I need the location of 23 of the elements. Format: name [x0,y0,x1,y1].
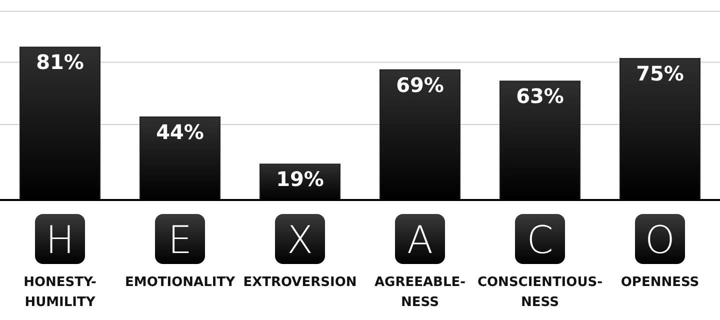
bar [620,58,700,200]
data-label: 75% [636,61,684,86]
letter-badge: O [635,214,685,264]
bar [380,69,460,200]
data-label: 19% [276,167,324,192]
letter-badge: C [515,214,565,264]
x-tick-label: AGREEABLE-NESS [374,275,466,310]
x-tick-label: HONESTY-HUMILITY [24,275,96,310]
letter-badge: H [35,214,85,264]
x-tick-label: EXTROVERSION [243,275,357,290]
data-label: 44% [156,120,204,144]
data-label: 69% [396,72,444,97]
data-label: 81% [36,50,84,74]
bar [500,80,580,200]
letter-badge: X [275,214,325,264]
x-tick-label: OPENNESS [620,275,700,290]
letter-badge: A [395,214,445,264]
x-tick-label: EMOTIONALITY [125,275,236,290]
data-label: 63% [516,84,564,108]
letter-badge: E [155,214,205,264]
bar [20,46,100,200]
x-tick-label: CONSCIENTIOUS-NESS [477,275,603,310]
bar [140,116,220,200]
